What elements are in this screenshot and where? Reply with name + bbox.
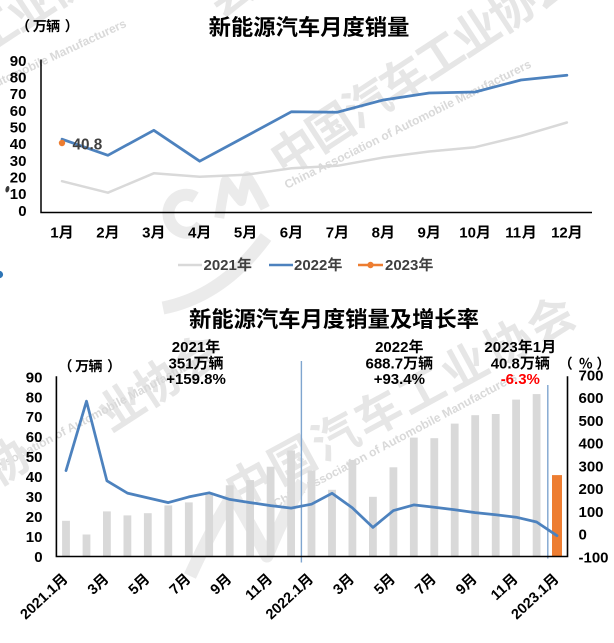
svg-text:20: 20 <box>10 170 27 187</box>
svg-text:10: 10 <box>10 186 27 203</box>
svg-text:20: 20 <box>26 509 43 526</box>
svg-text:10: 10 <box>26 529 43 546</box>
svg-text:2023: 2023 <box>484 339 517 356</box>
svg-text:3: 3 <box>142 225 150 242</box>
svg-text:40.8: 40.8 <box>73 136 103 153</box>
svg-text:12: 12 <box>551 225 568 242</box>
svg-text:100: 100 <box>579 504 604 521</box>
svg-text:400: 400 <box>579 436 604 453</box>
svg-text:2022: 2022 <box>375 339 408 356</box>
svg-text:0: 0 <box>18 203 26 220</box>
svg-text:200: 200 <box>579 481 604 498</box>
svg-text:11: 11 <box>505 225 521 242</box>
svg-text:10: 10 <box>459 225 476 242</box>
svg-text:80: 80 <box>26 389 43 406</box>
svg-text:1: 1 <box>50 225 58 242</box>
svg-text:60: 60 <box>26 429 43 446</box>
svg-text:70: 70 <box>10 86 27 103</box>
svg-text:700: 700 <box>579 367 604 384</box>
svg-text:90: 90 <box>26 369 43 386</box>
svg-text:40: 40 <box>26 469 43 486</box>
svg-text:300: 300 <box>579 458 604 475</box>
svg-text:30: 30 <box>10 153 27 170</box>
svg-text:80: 80 <box>10 70 27 87</box>
svg-text:50: 50 <box>26 449 43 466</box>
svg-text:600: 600 <box>579 390 604 407</box>
svg-text:2021: 2021 <box>172 339 205 356</box>
svg-text:30: 30 <box>26 489 43 506</box>
svg-text:70: 70 <box>26 409 43 426</box>
svg-text:-6.3%: -6.3% <box>501 371 540 388</box>
svg-text:2022: 2022 <box>294 257 327 274</box>
svg-text:6: 6 <box>280 225 288 242</box>
svg-text:1: 1 <box>533 339 541 356</box>
svg-text:500: 500 <box>579 413 604 430</box>
svg-text:7: 7 <box>326 225 334 242</box>
svg-text:40: 40 <box>10 136 27 153</box>
svg-text:2021: 2021 <box>204 257 237 274</box>
svg-text:4: 4 <box>188 225 197 242</box>
svg-text:688.7: 688.7 <box>366 355 404 372</box>
svg-text:5: 5 <box>234 225 242 242</box>
svg-text:+93.4%: +93.4% <box>374 371 425 388</box>
svg-text:+159.8%: +159.8% <box>166 371 226 388</box>
svg-text:-100: -100 <box>579 549 609 566</box>
svg-text:9: 9 <box>418 225 426 242</box>
svg-text:90: 90 <box>10 53 27 70</box>
svg-text:0: 0 <box>579 527 587 544</box>
svg-text:50: 50 <box>10 120 27 137</box>
svg-text:60: 60 <box>10 103 27 120</box>
svg-text:40.8: 40.8 <box>491 355 520 372</box>
svg-text:0: 0 <box>34 549 42 566</box>
svg-text:2: 2 <box>96 225 104 242</box>
svg-text:8: 8 <box>372 225 380 242</box>
svg-text:351: 351 <box>169 355 194 372</box>
svg-text:2023: 2023 <box>385 257 418 274</box>
